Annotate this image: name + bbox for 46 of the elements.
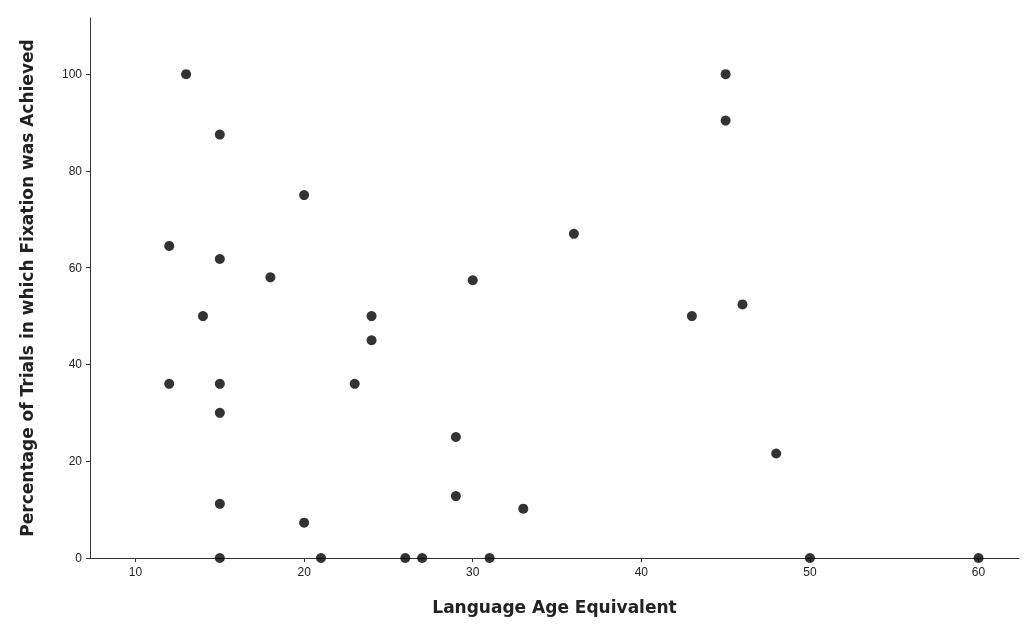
point	[771, 448, 782, 459]
x-tick-label: 60	[971, 565, 986, 579]
point	[720, 69, 731, 80]
point	[214, 253, 225, 264]
point	[417, 553, 428, 563]
point	[214, 378, 225, 389]
point	[181, 69, 192, 80]
point	[568, 228, 579, 239]
x-tick-label: 40	[634, 565, 649, 579]
point	[265, 272, 276, 283]
point	[164, 240, 175, 251]
point	[804, 553, 815, 563]
point	[450, 432, 461, 443]
x-tick-label: 10	[128, 565, 143, 579]
point	[450, 491, 461, 502]
point	[214, 553, 225, 563]
point	[400, 553, 411, 563]
x-tick-label: 20	[297, 565, 312, 579]
y-tick-label: 100	[61, 67, 83, 82]
point	[518, 503, 529, 514]
point	[366, 311, 377, 322]
point	[720, 115, 731, 126]
point	[366, 335, 377, 346]
point	[299, 517, 310, 528]
point	[349, 378, 360, 389]
point	[973, 553, 984, 563]
y-tick-label: 60	[68, 260, 83, 275]
point	[484, 553, 495, 563]
point	[164, 378, 175, 389]
x-axis-title: Language Age Equivalent	[432, 596, 677, 617]
y-tick-label: 40	[68, 357, 83, 372]
point	[686, 311, 697, 322]
point	[214, 498, 225, 509]
point	[299, 190, 310, 201]
point	[197, 311, 208, 322]
y-tick-label: 80	[68, 163, 83, 178]
x-tick-label: 50	[803, 565, 817, 579]
y-axis-title: Percentage of Trials in which Fixation was Achieved	[16, 39, 37, 537]
point	[214, 407, 225, 418]
y-tick-label: 0	[75, 551, 83, 565]
point	[467, 275, 478, 286]
x-tick-label: 30	[466, 565, 480, 579]
point	[214, 129, 225, 140]
point	[316, 553, 326, 563]
point	[737, 299, 748, 310]
y-tick-label: 20	[68, 454, 83, 469]
